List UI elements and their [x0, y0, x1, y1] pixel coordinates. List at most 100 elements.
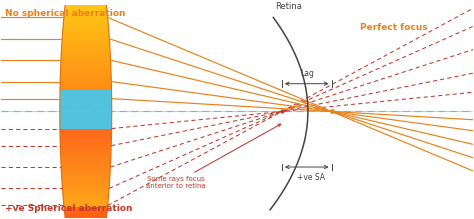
- Bar: [61, 67, 111, 68]
- Bar: [60, 85, 111, 86]
- Text: Perfect focus: Perfect focus: [360, 23, 428, 32]
- Bar: [60, 90, 111, 92]
- Bar: [60, 113, 112, 114]
- Bar: [65, 218, 106, 219]
- Bar: [61, 150, 111, 151]
- Bar: [64, 9, 107, 10]
- Bar: [61, 52, 110, 53]
- Bar: [65, 5, 107, 6]
- Bar: [62, 178, 110, 179]
- Bar: [61, 159, 111, 161]
- Bar: [62, 47, 110, 48]
- Bar: [60, 96, 112, 97]
- Bar: [60, 80, 111, 81]
- Bar: [60, 144, 111, 145]
- Bar: [60, 120, 112, 121]
- Bar: [64, 203, 108, 204]
- Bar: [60, 100, 112, 101]
- Bar: [62, 179, 109, 180]
- Bar: [60, 148, 111, 149]
- Bar: [65, 7, 107, 9]
- Bar: [61, 168, 110, 169]
- Bar: [60, 76, 111, 78]
- Bar: [60, 104, 112, 106]
- Bar: [60, 137, 111, 138]
- Bar: [62, 175, 110, 176]
- Text: +ve SA: +ve SA: [298, 173, 326, 182]
- Bar: [61, 61, 111, 62]
- Bar: [60, 93, 112, 94]
- Bar: [60, 134, 111, 135]
- Bar: [62, 180, 109, 182]
- Bar: [62, 44, 110, 45]
- Bar: [60, 110, 112, 111]
- Bar: [63, 33, 109, 34]
- Bar: [60, 130, 111, 131]
- Bar: [63, 191, 109, 192]
- Bar: [60, 122, 112, 123]
- Bar: [60, 114, 112, 115]
- Bar: [64, 205, 108, 206]
- Bar: [64, 19, 108, 20]
- Bar: [61, 57, 110, 58]
- Bar: [62, 39, 109, 40]
- Bar: [63, 30, 109, 31]
- Bar: [61, 71, 111, 72]
- Bar: [61, 65, 111, 66]
- Bar: [60, 75, 111, 76]
- Bar: [60, 131, 111, 132]
- Bar: [60, 140, 111, 141]
- Bar: [60, 78, 111, 79]
- Bar: [62, 173, 110, 175]
- Bar: [61, 163, 110, 164]
- Bar: [60, 88, 111, 89]
- Bar: [65, 213, 107, 214]
- Bar: [61, 68, 111, 69]
- Bar: [60, 109, 112, 110]
- Bar: [60, 141, 111, 142]
- Bar: [61, 69, 111, 71]
- Text: No spherical aberration: No spherical aberration: [5, 9, 126, 18]
- Bar: [61, 154, 111, 155]
- Bar: [64, 208, 107, 210]
- Bar: [65, 215, 107, 217]
- Bar: [63, 28, 109, 30]
- Bar: [64, 200, 108, 201]
- Bar: [63, 193, 109, 194]
- Bar: [60, 94, 112, 95]
- Bar: [61, 171, 110, 172]
- Bar: [60, 145, 111, 147]
- Bar: [63, 25, 109, 26]
- Bar: [62, 184, 109, 185]
- Bar: [64, 211, 107, 212]
- Bar: [60, 107, 112, 108]
- Bar: [60, 106, 112, 107]
- Bar: [60, 92, 111, 93]
- Bar: [63, 196, 109, 197]
- Bar: [63, 198, 108, 199]
- Bar: [62, 46, 110, 47]
- Bar: [60, 132, 111, 134]
- Bar: [64, 10, 107, 11]
- Bar: [61, 152, 111, 154]
- Bar: [60, 124, 112, 125]
- Bar: [65, 217, 107, 218]
- Bar: [62, 183, 109, 184]
- Bar: [60, 83, 111, 85]
- Bar: [65, 6, 107, 7]
- Bar: [60, 123, 112, 124]
- Bar: [61, 169, 110, 170]
- Bar: [60, 143, 111, 144]
- Bar: [62, 38, 109, 39]
- Bar: [65, 4, 107, 5]
- Bar: [61, 161, 110, 162]
- Bar: [61, 164, 110, 165]
- Bar: [64, 210, 107, 211]
- Bar: [60, 116, 112, 117]
- Bar: [60, 135, 111, 136]
- Bar: [62, 172, 110, 173]
- Text: +ve Spherical aberration: +ve Spherical aberration: [5, 204, 133, 213]
- Text: Retina: Retina: [275, 2, 302, 11]
- Bar: [61, 165, 110, 166]
- Bar: [62, 45, 110, 46]
